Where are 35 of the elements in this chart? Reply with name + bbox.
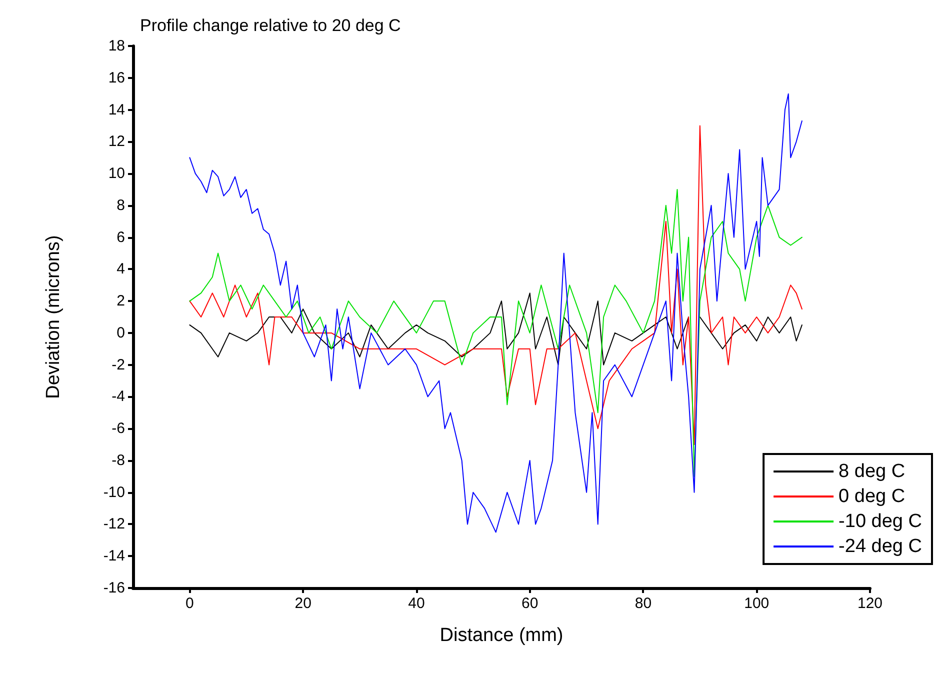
line-series	[189, 188, 802, 477]
legend-label: 0 deg C	[838, 486, 906, 507]
y-tick-label: -2	[112, 356, 125, 374]
legend-label: 8 deg C	[838, 461, 906, 482]
y-tick-label: -10	[103, 484, 125, 501]
x-tick-label: 20	[294, 595, 312, 612]
line-series	[189, 93, 802, 533]
legend-label: -24 deg C	[838, 536, 922, 557]
y-tick-label: 16	[108, 69, 125, 86]
y-tick-label: 4	[116, 260, 125, 278]
y-tick-label: 2	[116, 292, 125, 310]
y-tick-label: 18	[108, 38, 125, 54]
x-axis-title: Distance (mm)	[440, 625, 564, 646]
line-series	[189, 125, 802, 446]
x-tick-label: 100	[744, 595, 770, 612]
x-tick-label: 40	[408, 595, 425, 612]
y-tick-label: 12	[108, 133, 125, 150]
x-tick-label: 60	[522, 595, 538, 612]
y-tick-label: -4	[112, 388, 125, 406]
y-tick-label: 0	[116, 324, 125, 342]
y-tick-label: -16	[103, 580, 125, 596]
y-tick-label: 10	[108, 165, 125, 182]
chart-title: Profile change relative to 20 deg C	[140, 16, 401, 35]
y-tick-label: 8	[116, 196, 125, 214]
y-tick-label: -8	[112, 452, 125, 469]
y-axis-title: Deviation (microns)	[43, 235, 64, 399]
y-tick-label: -6	[112, 420, 125, 438]
x-tick-label: 80	[634, 595, 652, 612]
x-tick-label: 0	[186, 595, 194, 612]
x-tick-label: 120	[857, 595, 883, 612]
y-tick-label: 14	[108, 101, 125, 118]
y-tick-label: -14	[103, 548, 125, 565]
y-tick-label: -12	[103, 516, 125, 533]
y-tick-label: 6	[116, 228, 125, 246]
legend-label: -10 deg C	[838, 511, 922, 532]
